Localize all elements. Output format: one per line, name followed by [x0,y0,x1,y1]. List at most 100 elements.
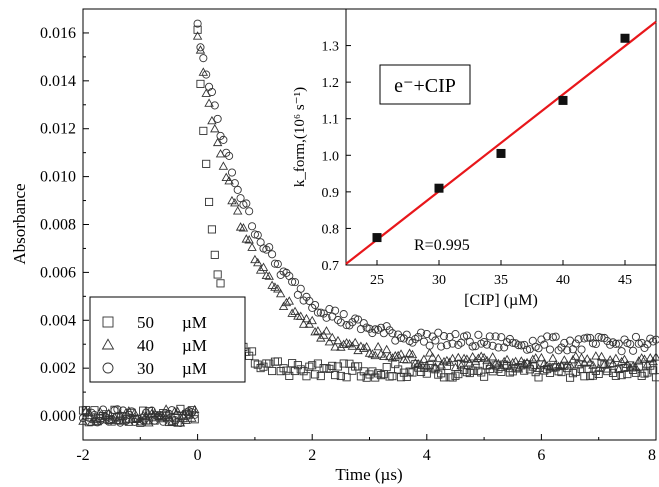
inset-x-tick-label: 30 [432,273,446,288]
data-point [316,333,326,342]
data-point [147,406,156,415]
data-point [196,43,205,52]
data-point [553,361,564,371]
data-point [255,265,266,274]
data-point [99,405,108,414]
data-point [284,296,295,305]
legend-unit: µM [182,313,207,332]
data-point [629,346,638,355]
data-point [296,311,306,320]
data-point [513,364,524,373]
data-point [348,366,357,375]
data-point [459,353,469,363]
inset-data-point [434,183,444,193]
data-point [631,332,640,341]
data-point [402,372,411,381]
data-point [247,222,257,231]
inset-x-tick-label: 45 [618,273,632,288]
data-point [341,338,352,347]
data-point [268,250,277,259]
data-point [523,345,532,354]
data-point [365,324,374,333]
legend-label: 40 [137,336,154,355]
data-point [396,349,406,358]
data-point [205,197,214,207]
data-point [465,368,474,378]
inset-y-tick-label: 1.1 [322,113,340,128]
data-point [559,355,570,364]
data-point [428,364,437,373]
data-point [322,313,331,322]
data-point [480,337,489,347]
data-point [218,161,229,170]
data-point [318,330,329,339]
data-point [236,194,245,203]
data-point [520,340,529,349]
data-point [275,288,286,298]
legend-label: 50 [137,313,154,332]
data-point [614,339,623,348]
data-point [470,356,481,365]
data-point [402,354,412,364]
data-point [545,345,555,354]
data-point [586,371,595,381]
data-point [393,350,403,360]
data-point [238,223,249,232]
data-point [361,341,372,351]
data-point [536,352,547,362]
legend-items: 50 µM 40 µM 30 µM [101,313,207,378]
data-point [431,336,440,345]
data-point [371,325,380,334]
data-point [430,362,441,371]
data-point [480,372,489,381]
data-point [305,362,314,371]
data-point [631,362,641,372]
legend-marker [101,338,115,350]
data-point [479,352,489,362]
data-point [187,408,196,417]
data-point [637,338,646,347]
data-point [106,415,117,424]
y-tick-label: 0.008 [40,217,76,234]
data-point [508,357,518,367]
data-point [373,341,383,351]
data-point [482,340,492,349]
data-point [210,250,219,259]
data-point [253,257,263,267]
data-point [299,367,308,376]
data-point [491,332,500,341]
data-point [574,335,583,344]
data-point [290,306,300,316]
data-point [517,361,526,370]
data-point [261,270,272,280]
data-point [494,343,503,352]
data-point [90,406,99,415]
data-point [450,362,461,371]
data-point [353,362,363,371]
data-point [517,341,526,350]
data-point [195,45,206,54]
data-point [250,254,260,264]
data-point [235,222,246,231]
data-point [477,368,486,377]
data-point [190,410,199,419]
main-data-points [78,19,659,428]
data-point [594,369,603,378]
data-point [619,354,630,363]
data-point [474,366,483,375]
data-point [296,284,305,293]
legend-label: 30 [137,359,154,378]
data-point [594,333,603,342]
inset-plot: 25 30 35 40 45 0.7 0.8 0.9 1.0 1.1 1.2 1.3 e⁻+CIP R… [292,8,657,309]
data-point [622,359,633,368]
inset-y-tick-label: 1.2 [322,76,340,91]
data-point [514,341,523,350]
data-point [411,334,420,344]
data-point [207,87,216,97]
data-point [104,417,113,426]
data-point [616,356,627,366]
x-tick-label: 2 [308,447,316,464]
data-point [330,342,340,351]
data-point [139,406,148,415]
